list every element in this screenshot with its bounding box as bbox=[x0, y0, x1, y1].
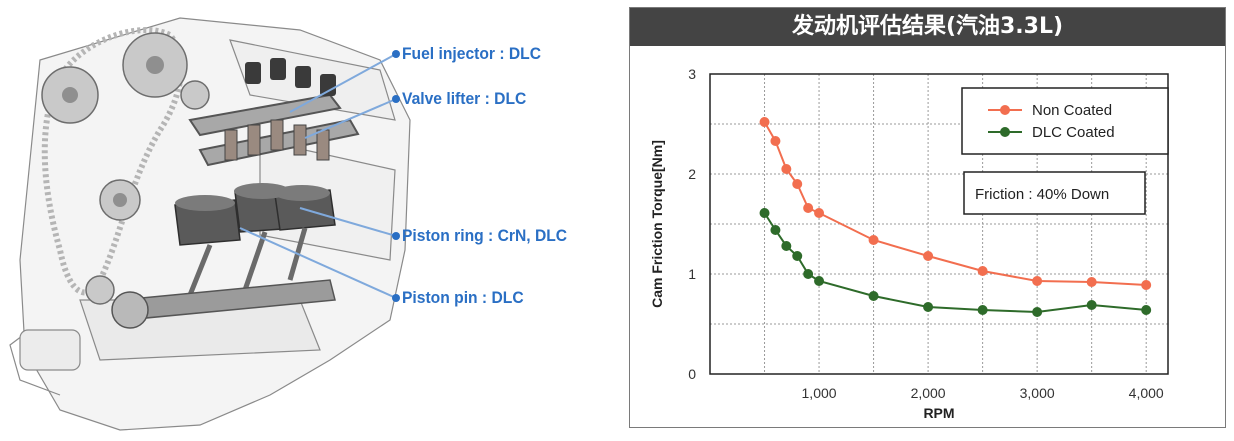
data-point-non-coated bbox=[868, 235, 879, 245]
legend-box bbox=[961, 87, 1169, 155]
data-point-dlc-coated bbox=[1141, 305, 1152, 315]
legend-marker-non-coated bbox=[1000, 105, 1010, 115]
callout-valve-lifter: Valve lifter : DLC bbox=[402, 89, 527, 108]
data-point-non-coated bbox=[1086, 277, 1097, 287]
legend-label-dlc-coated: DLC Coated bbox=[1032, 124, 1115, 141]
data-point-non-coated bbox=[803, 203, 814, 213]
engine-illustration: Fuel injector : DLC Valve lifter : DLC P… bbox=[0, 0, 600, 441]
y-tick-label: 1 bbox=[688, 266, 696, 282]
y-axis-label: Cam Friction Torque[Nm] bbox=[649, 140, 665, 308]
y-ticks: 0 1 2 3 bbox=[688, 66, 696, 382]
data-point-dlc-coated bbox=[868, 291, 879, 301]
x-axis-label: RPM bbox=[923, 405, 954, 421]
legend-marker-dlc-coated bbox=[1000, 127, 1010, 137]
data-point-non-coated bbox=[792, 179, 803, 189]
callout-piston-pin: Piston pin : DLC bbox=[402, 288, 524, 307]
x-tick-label: 1,000 bbox=[802, 385, 837, 401]
data-point-non-coated bbox=[1141, 280, 1152, 290]
x-ticks: 1,000 2,000 3,000 4,000 bbox=[802, 385, 1164, 401]
data-point-non-coated bbox=[977, 266, 988, 276]
friction-chart: 0 1 2 3 1,000 2,000 3,000 4,000 Cam Friction T… bbox=[649, 66, 1169, 421]
data-point-non-coated bbox=[814, 208, 825, 218]
legend: Non Coated DLC Coated bbox=[961, 87, 1169, 155]
callout-piston-ring: Piston ring : CrN, DLC bbox=[402, 226, 568, 245]
data-point-non-coated bbox=[759, 117, 770, 127]
data-point-non-coated bbox=[1032, 276, 1043, 286]
data-point-dlc-coated bbox=[1032, 307, 1043, 317]
data-point-non-coated bbox=[770, 136, 781, 146]
data-point-dlc-coated bbox=[923, 302, 934, 312]
y-tick-label: 0 bbox=[688, 366, 696, 382]
data-point-dlc-coated bbox=[814, 276, 825, 286]
x-tick-label: 2,000 bbox=[911, 385, 946, 401]
annotation-text: Friction : 40% Down bbox=[975, 186, 1109, 203]
annotation-box bbox=[963, 171, 1146, 215]
series-line-non-coated bbox=[763, 121, 1147, 286]
data-point-dlc-coated bbox=[803, 269, 814, 279]
friction-annotation: Friction : 40% Down bbox=[963, 171, 1146, 215]
plot-frame bbox=[709, 73, 1169, 375]
data-point-dlc-coated bbox=[1086, 300, 1097, 310]
x-tick-label: 3,000 bbox=[1020, 385, 1055, 401]
chart-title: 发动机评估结果(汽油3.3L) bbox=[630, 8, 1225, 46]
y-tick-label: 3 bbox=[688, 66, 696, 82]
data-point-dlc-coated bbox=[792, 251, 803, 261]
legend-label-non-coated: Non Coated bbox=[1032, 102, 1112, 119]
data-point-non-coated bbox=[781, 164, 792, 174]
engine-drawing bbox=[9, 17, 411, 431]
chart-panel: 发动机评估结果(汽油3.3L) 0 1 2 3 1,000 2,000 3,000 4,00… bbox=[629, 7, 1226, 428]
data-point-dlc-coated bbox=[770, 225, 781, 235]
data-point-dlc-coated bbox=[759, 208, 770, 218]
y-tick-label: 2 bbox=[688, 166, 696, 182]
callout-fuel-injector: Fuel injector : DLC bbox=[402, 44, 542, 63]
data-point-dlc-coated bbox=[977, 305, 988, 315]
x-tick-label: 4,000 bbox=[1129, 385, 1164, 401]
data-point-dlc-coated bbox=[781, 241, 792, 251]
series bbox=[759, 117, 1152, 317]
data-point-non-coated bbox=[923, 251, 934, 261]
